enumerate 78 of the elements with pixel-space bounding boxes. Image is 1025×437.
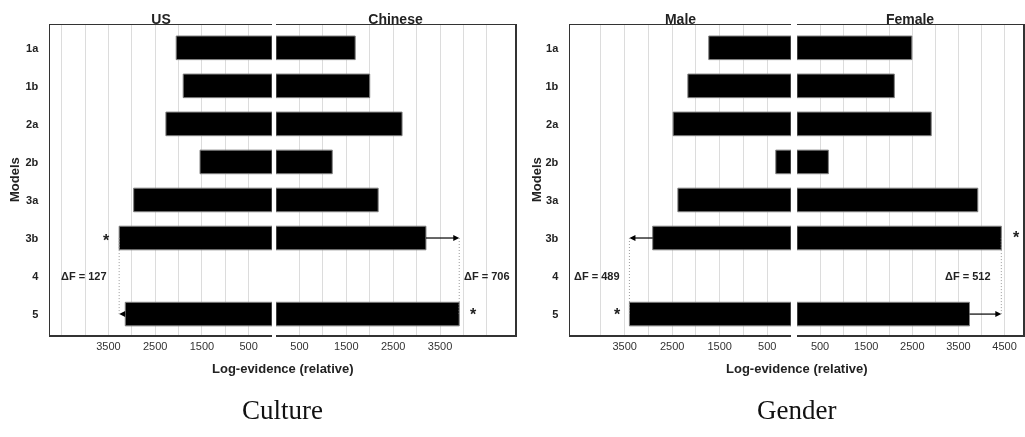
bar	[797, 187, 979, 213]
x-tick-label: 500	[810, 339, 830, 352]
bar	[276, 149, 333, 175]
x-tick-label: 500	[290, 339, 309, 352]
y-tick-label: 2b	[25, 155, 39, 168]
annotation: ΔF = 512	[945, 270, 991, 282]
y-tick-label: 4	[32, 269, 40, 282]
y-tick-label: 3a	[26, 193, 40, 206]
bar	[175, 35, 272, 61]
bar	[118, 225, 272, 251]
bar	[628, 301, 791, 327]
bar	[276, 225, 427, 251]
x-tick-label: 2500	[380, 339, 406, 352]
bar	[797, 149, 829, 175]
chart-title: US	[151, 11, 171, 27]
bar	[797, 73, 895, 99]
text: Culture	[242, 395, 323, 425]
x-tick-label: 4500	[992, 339, 1017, 352]
y-tick-label: 4	[552, 269, 560, 282]
x-tick-label: 500	[239, 339, 258, 352]
x-axis-title: Log-evidence (relative)	[212, 361, 354, 376]
bar	[276, 73, 371, 99]
y-tick-label: 1b	[545, 79, 559, 92]
bar	[165, 111, 272, 137]
x-tick-label: 3500	[96, 339, 121, 352]
bar	[133, 187, 272, 213]
text: Gender	[757, 395, 837, 425]
bar	[652, 225, 791, 251]
y-tick-label: 1a	[546, 41, 560, 54]
x-tick-label: 2500	[142, 339, 168, 352]
annotation: *	[470, 306, 477, 323]
y-axis-title: Models	[529, 157, 544, 202]
annotation: ΔF = 127	[61, 270, 107, 282]
x-axis-title: Log-evidence (relative)	[726, 361, 868, 376]
x-tick-label: 1500	[189, 339, 215, 352]
x-tick-label: 3500	[612, 339, 637, 352]
bar	[797, 225, 1002, 251]
annotation: ΔF = 706	[464, 270, 510, 282]
y-tick-label: 1b	[25, 79, 39, 92]
x-tick-label: 3500	[946, 339, 971, 352]
x-tick-label: 500	[758, 339, 777, 352]
x-tick-label: 2500	[900, 339, 925, 352]
annotation: *	[1013, 229, 1020, 246]
bar	[276, 35, 356, 61]
bar	[276, 111, 403, 137]
bar	[182, 73, 272, 99]
bar	[276, 301, 460, 327]
x-tick-label: 1500	[853, 339, 879, 352]
bar	[797, 301, 970, 327]
y-tick-label: 3b	[25, 231, 39, 244]
y-tick-label: 2a	[26, 117, 40, 130]
x-tick-label: 1500	[707, 339, 732, 352]
y-tick-label: 3b	[545, 231, 559, 244]
x-tick-label: 3500	[427, 339, 453, 352]
annotation: *	[614, 306, 621, 323]
chart-title: Male	[664, 11, 697, 27]
y-tick-label: 5	[32, 307, 39, 320]
bar	[797, 111, 932, 137]
bar	[797, 35, 913, 61]
y-tick-label: 3a	[546, 193, 560, 206]
y-tick-label: 1a	[26, 41, 40, 54]
chart-title: Chinese	[368, 11, 423, 27]
bar	[775, 149, 791, 175]
x-tick-label: 1500	[334, 339, 359, 352]
y-axis-title: Models	[7, 157, 22, 202]
bar	[672, 111, 791, 137]
bar	[677, 187, 791, 213]
bar	[708, 35, 791, 61]
annotation: ΔF = 489	[574, 270, 620, 282]
bar	[276, 187, 379, 213]
y-tick-label: 2b	[545, 155, 559, 168]
bar	[687, 73, 791, 99]
chart-title: Female	[885, 11, 935, 27]
y-tick-label: 5	[552, 307, 559, 320]
bar	[199, 149, 272, 175]
y-tick-label: 2a	[546, 117, 560, 130]
annotation: *	[103, 232, 110, 249]
x-tick-label: 2500	[659, 339, 685, 352]
